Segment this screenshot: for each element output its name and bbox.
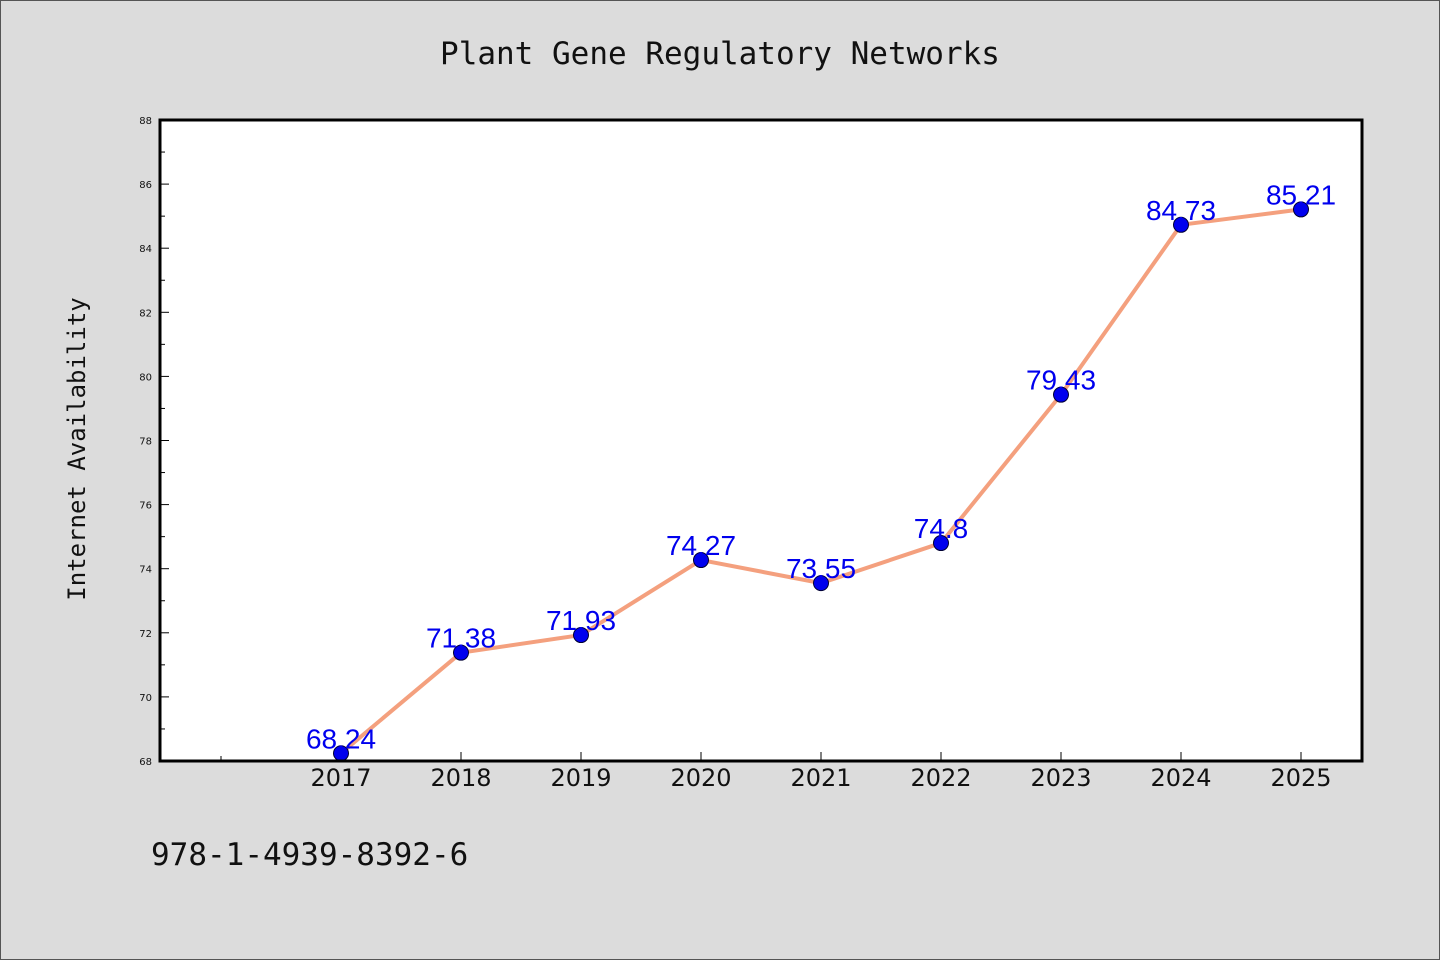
data-label: 71.93 [546,605,616,636]
x-axis: 2017 2018 2019 2020 2021 2022 2023 2024 2025 [220,752,1332,792]
y-tick-label: 68 [139,757,152,768]
data-label: 74.8 [914,513,969,544]
data-label: 73.55 [786,553,856,584]
y-tick-label: 88 [139,116,152,127]
data-label: 79.43 [1026,365,1096,396]
chart-title: Plant Gene Regulatory Networks [440,36,1000,72]
y-tick-label: 78 [139,437,152,448]
plot-area [160,120,1362,761]
data-point [933,535,949,552]
y-tick-label: 84 [139,244,152,255]
x-tick-label: 2021 [790,764,851,792]
data-label: 74.27 [666,530,736,561]
data-labels: 68.24 71.38 71.93 74.27 73.55 74.8 79.43 84.73 8… [306,179,1336,754]
x-tick-label: 2022 [910,764,971,792]
series-markers [333,201,1309,762]
x-tick-label: 2019 [550,764,611,792]
x-tick-label: 2023 [1030,764,1091,792]
data-label: 84.73 [1146,195,1216,226]
data-point [1173,216,1189,233]
plot-frame [158,118,1364,763]
y-tick-label: 72 [139,629,152,640]
x-tick-label: 2018 [430,764,491,792]
data-point [1293,201,1309,218]
data-point [693,552,709,569]
y-tick-label: 82 [139,308,152,319]
x-tick-label: 2020 [670,764,731,792]
y-tick-label: 86 [139,180,152,191]
y-tick-label: 76 [139,501,152,512]
data-point [453,644,469,661]
y-tick-label: 70 [139,693,152,704]
data-point [813,575,829,592]
data-label: 85.21 [1266,179,1336,210]
isbn-footer: 978-1-4939-8392-6 [151,837,468,873]
data-label: 71.38 [426,623,496,654]
y-tick-label: 74 [139,565,152,576]
data-label: 68.24 [306,723,376,754]
data-point [1053,386,1069,403]
x-tick-label: 2025 [1270,764,1331,792]
data-point [573,627,589,644]
x-tick-label: 2024 [1150,764,1211,792]
y-tick-label: 80 [139,372,152,383]
x-tick-label: 2017 [310,764,371,792]
y-axis-label: Internet Availability [63,297,91,600]
